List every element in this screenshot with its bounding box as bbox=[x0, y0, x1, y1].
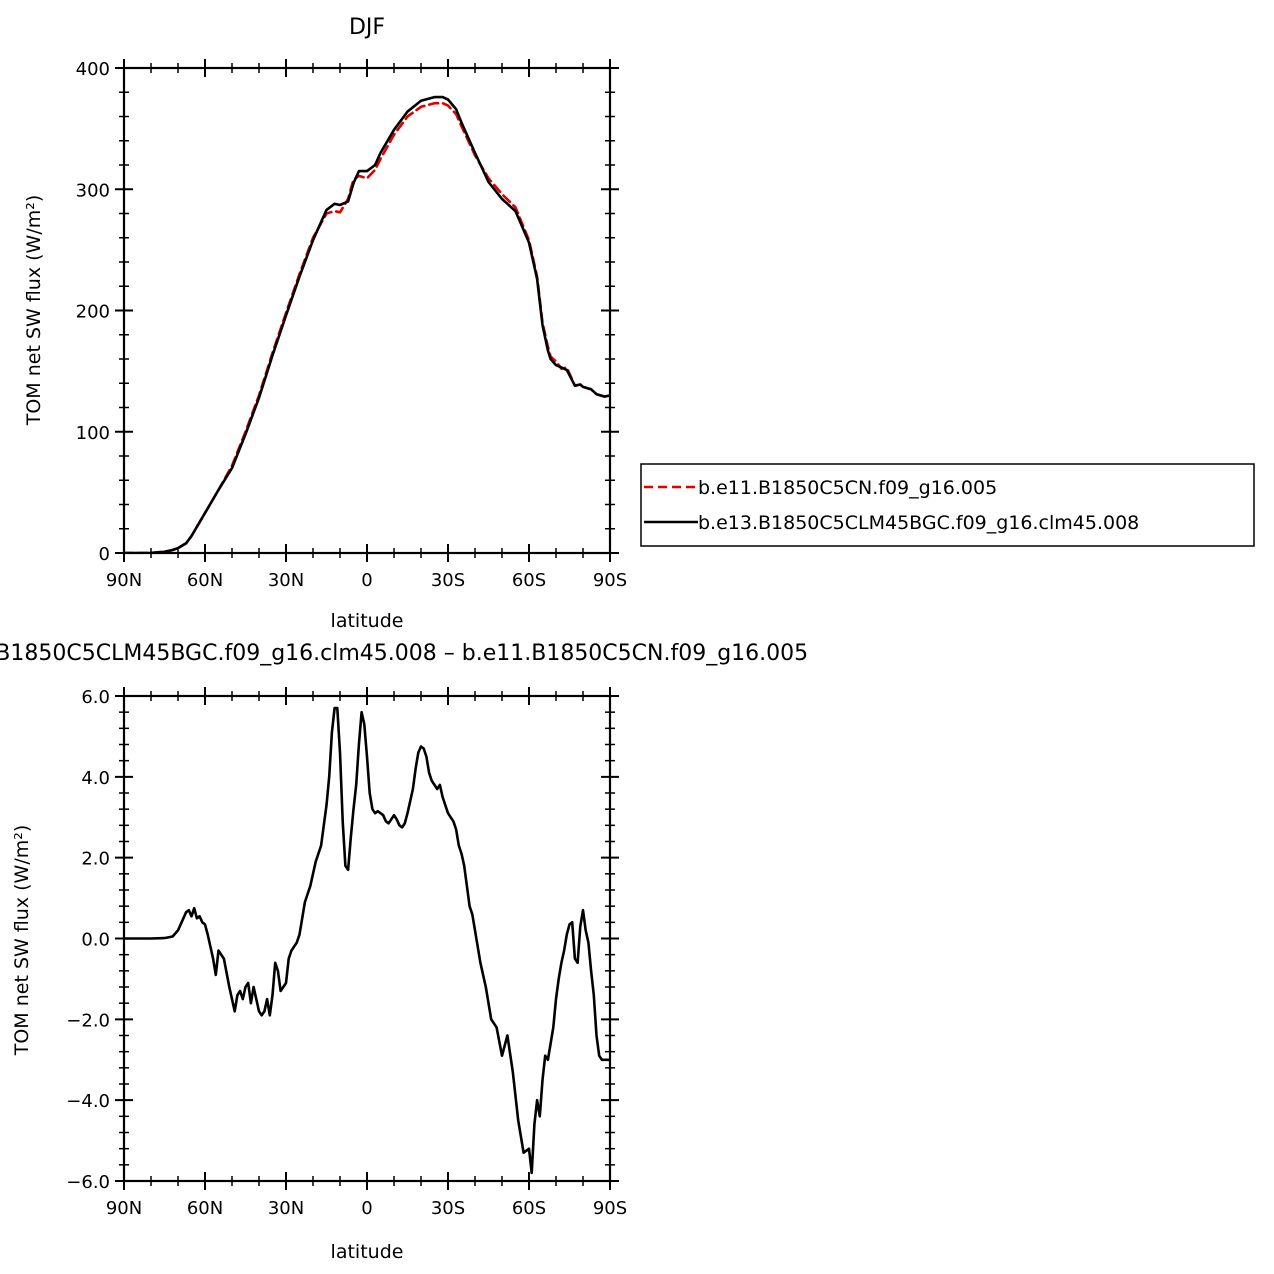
y-tick-label: −4.0 bbox=[66, 1091, 110, 1112]
y-tick-label: 0.0 bbox=[81, 930, 110, 951]
x-tick-label: 30N bbox=[268, 570, 304, 591]
y-tick-label: 2.0 bbox=[81, 849, 110, 870]
y-tick-label: 300 bbox=[76, 180, 110, 201]
chart-title-top: DJF bbox=[349, 15, 385, 40]
y-tick-label: 400 bbox=[76, 59, 110, 80]
x-tick-label: 60S bbox=[512, 1198, 546, 1219]
plot-frame bbox=[122, 66, 612, 555]
y-axis-label-top: TOM net SW flux (W/m²) bbox=[23, 195, 45, 427]
y-tick-label: 6.0 bbox=[81, 687, 110, 708]
y-tick-label: −2.0 bbox=[66, 1010, 110, 1031]
y-tick-label: 200 bbox=[76, 302, 110, 323]
legend: b.e11.B1850C5CN.f09_g16.005 b.e13.B1850C… bbox=[640, 463, 1255, 547]
x-tick-label: 30S bbox=[431, 570, 465, 591]
legend-label-series-1: b.e11.B1850C5CN.f09_g16.005 bbox=[698, 477, 997, 499]
x-tick-label: 60S bbox=[512, 570, 546, 591]
x-axis-label-top: latitude bbox=[331, 610, 404, 632]
series-group bbox=[124, 706, 610, 1175]
legend-label-series-2: b.e13.B1850C5CLM45BGC.f09_g16.clm45.008 bbox=[698, 512, 1139, 534]
x-tick-label: 0 bbox=[361, 1198, 372, 1219]
y-tick-label: 0 bbox=[99, 544, 110, 565]
x-axis-label-bottom: latitude bbox=[331, 1241, 404, 1263]
series-line-2 bbox=[124, 95, 610, 553]
x-tick-label: 30N bbox=[268, 1198, 304, 1219]
y-axis-label-bottom: TOM net SW flux (W/m²) bbox=[11, 825, 33, 1057]
chart-title-bottom: b.e13.B1850C5CLM45BGC.f09_g16.clm45.008 … bbox=[0, 641, 808, 666]
x-tick-label: 60N bbox=[187, 570, 223, 591]
plot-area-top: 90N 60N 30N 0 30S 60S 90S 0 100 200 300 400 bbox=[76, 59, 627, 591]
series-group bbox=[124, 95, 610, 553]
chart-panel-top: DJF 90N 60N 30N 0 30S 60S 90S 0 100 200 300 400 lat… bbox=[23, 15, 627, 632]
x-tick-label: 90S bbox=[593, 1198, 627, 1219]
y-tick-label: −6.0 bbox=[66, 1172, 110, 1193]
y-tick-label: 4.0 bbox=[81, 768, 110, 789]
x-tick-label: 90N bbox=[106, 570, 142, 591]
legend-box bbox=[640, 463, 1255, 547]
x-tick-label: 60N bbox=[187, 1198, 223, 1219]
chart-panel-bottom: b.e13.B1850C5CLM45BGC.f09_g16.clm45.008 … bbox=[0, 641, 808, 1263]
x-tick-label: 90N bbox=[106, 1198, 142, 1219]
series-line-1 bbox=[124, 706, 610, 1175]
x-tick-label: 30S bbox=[431, 1198, 465, 1219]
x-tick-label: 0 bbox=[361, 570, 372, 591]
plot-area-bottom: 90N 60N 30N 0 30S 60S 90S −6.0 −4.0 −2.0 0.0 2.0 4.0… bbox=[66, 687, 627, 1219]
x-tick-label: 90S bbox=[593, 570, 627, 591]
y-tick-label: 100 bbox=[76, 423, 110, 444]
